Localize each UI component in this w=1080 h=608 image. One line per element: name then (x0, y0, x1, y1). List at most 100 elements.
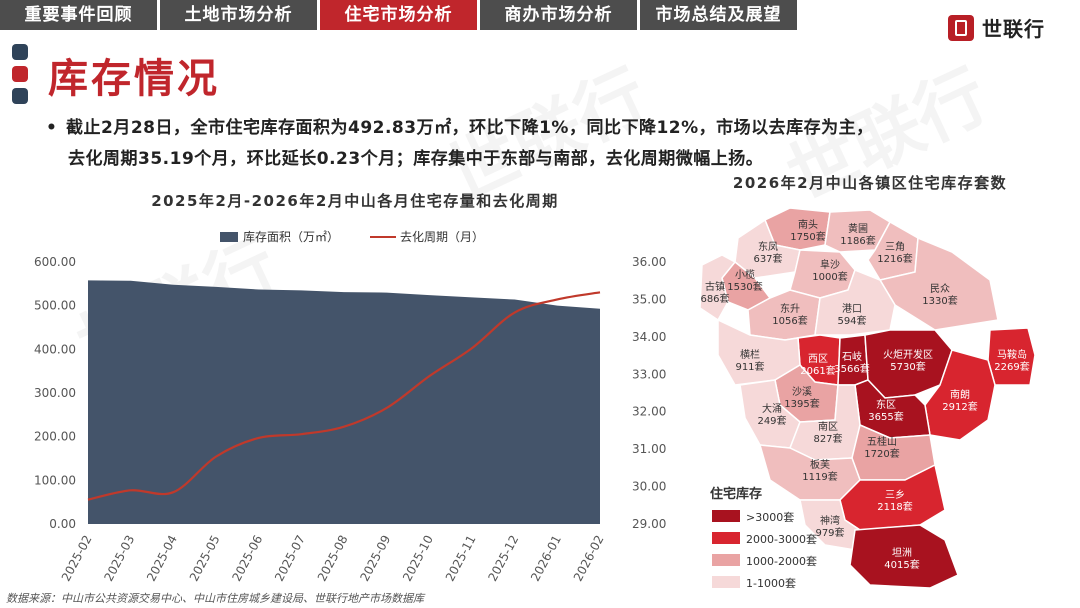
summary-line-2: 去化周期35.19个月，环比延长0.23个月；库存集中于东部与南部，去化周期微幅… (68, 149, 764, 169)
town-name-label: 三角 (885, 241, 905, 253)
town-value-label: 1330套 (922, 294, 957, 307)
tab-important-events[interactable]: 重要事件回顾 (0, 0, 157, 30)
y-right-tick-label: 36.00 (632, 255, 666, 269)
y-left-tick-label: 0.00 (49, 517, 76, 531)
inventory-area-series (88, 280, 600, 524)
tab-land-market[interactable]: 土地市场分析 (160, 0, 317, 30)
x-tick-label: 2026-01 (528, 533, 564, 584)
town-name-label: 南头 (798, 218, 818, 231)
legend-swatch-1-1000 (712, 576, 740, 588)
tab-commercial-market[interactable]: 商办市场分析 (480, 0, 637, 30)
town-value-label: 1720套 (864, 447, 899, 460)
town-value-label: 3566套 (834, 362, 869, 375)
x-tick-label: 2025-05 (187, 533, 223, 584)
brand-logo: 世联行 (948, 13, 1045, 42)
town-name-label: 港口 (842, 303, 862, 315)
town-value-label: 3655套 (868, 410, 903, 423)
town-name-label: 东升 (780, 302, 800, 315)
town-name-label: 火炬开发区 (883, 348, 933, 361)
x-tick-label: 2025-12 (485, 533, 521, 584)
town-value-label: 637套 (753, 252, 782, 265)
town-value-label: 594套 (837, 314, 866, 327)
y-right-tick-label: 32.00 (632, 405, 666, 419)
y-right-tick-label: 33.00 (632, 367, 666, 381)
legend-label-gt3000: >3000套 (746, 511, 794, 524)
summary-text: • 截止2月28日，全市住宅库存面积为492.83万㎡，环比下降1%，同比下降12… (46, 113, 1056, 175)
turnover-period-line (87, 291, 601, 501)
x-tick-label: 2025-10 (400, 533, 436, 584)
town-name-label: 阜沙 (820, 258, 840, 271)
section-tabs: 重要事件回顾 土地市场分析 住宅市场分析 商办市场分析 市场总结及展望 (0, 0, 800, 30)
town-value-label: 1119套 (802, 470, 837, 483)
town-value-label: 827套 (813, 432, 842, 445)
town-name-label: 沙溪 (792, 386, 812, 398)
legend-label-2000-3000: 2000-3000套 (746, 533, 817, 546)
legend: 库存面积（万㎡） 去化周期（月） (220, 229, 484, 244)
town-map: 南头1750套黄圃1186套东凤637套三角1216套小榄1530套阜沙1000… (699, 207, 1036, 590)
town-value-label: 4015套 (884, 558, 919, 571)
decor-square (12, 66, 28, 82)
page-title: 库存情况 (48, 56, 220, 102)
brand-name: 世联行 (982, 17, 1045, 41)
town-value-label: 1056套 (772, 314, 807, 327)
town-name-label: 南朗 (950, 388, 970, 401)
town-name-label: 石岐 (842, 350, 862, 363)
x-tick-label: 2025-04 (144, 533, 180, 584)
legend-label-area: 库存面积（万㎡） (243, 229, 339, 244)
y-right-tick-label: 35.00 (632, 292, 666, 306)
y-right-tick-label: 29.00 (632, 517, 666, 531)
x-tick-label: 2025-08 (315, 533, 351, 584)
summary-line-1: 截止2月28日，全市住宅库存面积为492.83万㎡，环比下降1%，同比下降12%… (66, 118, 874, 138)
map-title: 2026年2月中山各镇区住宅库存套数 (732, 174, 1008, 192)
region-gangkou[interactable] (814, 269, 896, 336)
town-value-label: 5730套 (890, 360, 925, 373)
y-right-tick-label: 30.00 (632, 480, 666, 494)
town-name-label: 南区 (818, 420, 838, 433)
town-name-label: 马鞍岛 (997, 348, 1027, 361)
y-left-tick-label: 300.00 (34, 386, 76, 400)
y-left-tick-label: 500.00 (34, 299, 76, 313)
town-value-label: 2912套 (942, 400, 977, 413)
legend-swatch-area (220, 232, 238, 242)
town-name-label: 五桂山 (867, 435, 897, 448)
town-name-label: 板芙 (810, 458, 830, 471)
tab-residential-market[interactable]: 住宅市场分析 (320, 0, 477, 30)
town-value-label: 1395套 (784, 397, 819, 410)
town-value-label: 979套 (815, 526, 844, 539)
inventory-chart: 库存面积（万㎡） 去化周期（月） 0.00 100.00 200.00 300.00 4… (34, 229, 666, 584)
town-value-label: 2061套 (800, 364, 835, 377)
town-value-label: 249套 (757, 414, 786, 427)
decor-square (12, 88, 28, 104)
x-tick-label: 2025-07 (272, 533, 308, 584)
legend-label-1000-2000: 1000-2000套 (746, 555, 817, 568)
x-tick-label: 2025-02 (59, 533, 95, 584)
region-guzhen[interactable] (699, 254, 737, 322)
town-name-label: 神湾 (820, 514, 840, 527)
town-name-label: 坦洲 (892, 546, 912, 559)
town-name-label: 东凤 (758, 240, 778, 253)
title-decoration (12, 44, 28, 110)
town-name-label: 古镇 (705, 280, 725, 293)
y-right-tick-label: 34.00 (632, 330, 666, 344)
legend-swatch-1000-2000 (712, 554, 740, 566)
town-value-label: 1000套 (812, 270, 847, 283)
town-value-label: 686套 (700, 292, 729, 305)
town-value-label: 1186套 (840, 234, 875, 247)
legend-swatch-gt3000 (712, 510, 740, 522)
y-left-tick-label: 100.00 (34, 473, 76, 487)
region-tanzhou[interactable] (849, 524, 959, 589)
town-name-label: 民众 (930, 283, 950, 295)
town-name-label: 西区 (808, 353, 828, 365)
town-value-label: 911套 (735, 360, 764, 373)
logo-icon (948, 14, 974, 41)
town-name-label: 三乡 (885, 489, 905, 501)
y-left-tick-label: 400.00 (34, 342, 76, 356)
legend-label-1-1000: 1-1000套 (746, 577, 796, 590)
y-right-tick-label: 31.00 (632, 442, 666, 456)
town-value-label: 1216套 (877, 252, 912, 265)
x-tick-label: 2026-02 (571, 533, 607, 584)
town-name-label: 小榄 (735, 268, 755, 281)
tab-summary-outlook[interactable]: 市场总结及展望 (640, 0, 797, 30)
y-left-tick-label: 200.00 (34, 430, 76, 444)
x-tick-label: 2025-09 (357, 533, 393, 584)
